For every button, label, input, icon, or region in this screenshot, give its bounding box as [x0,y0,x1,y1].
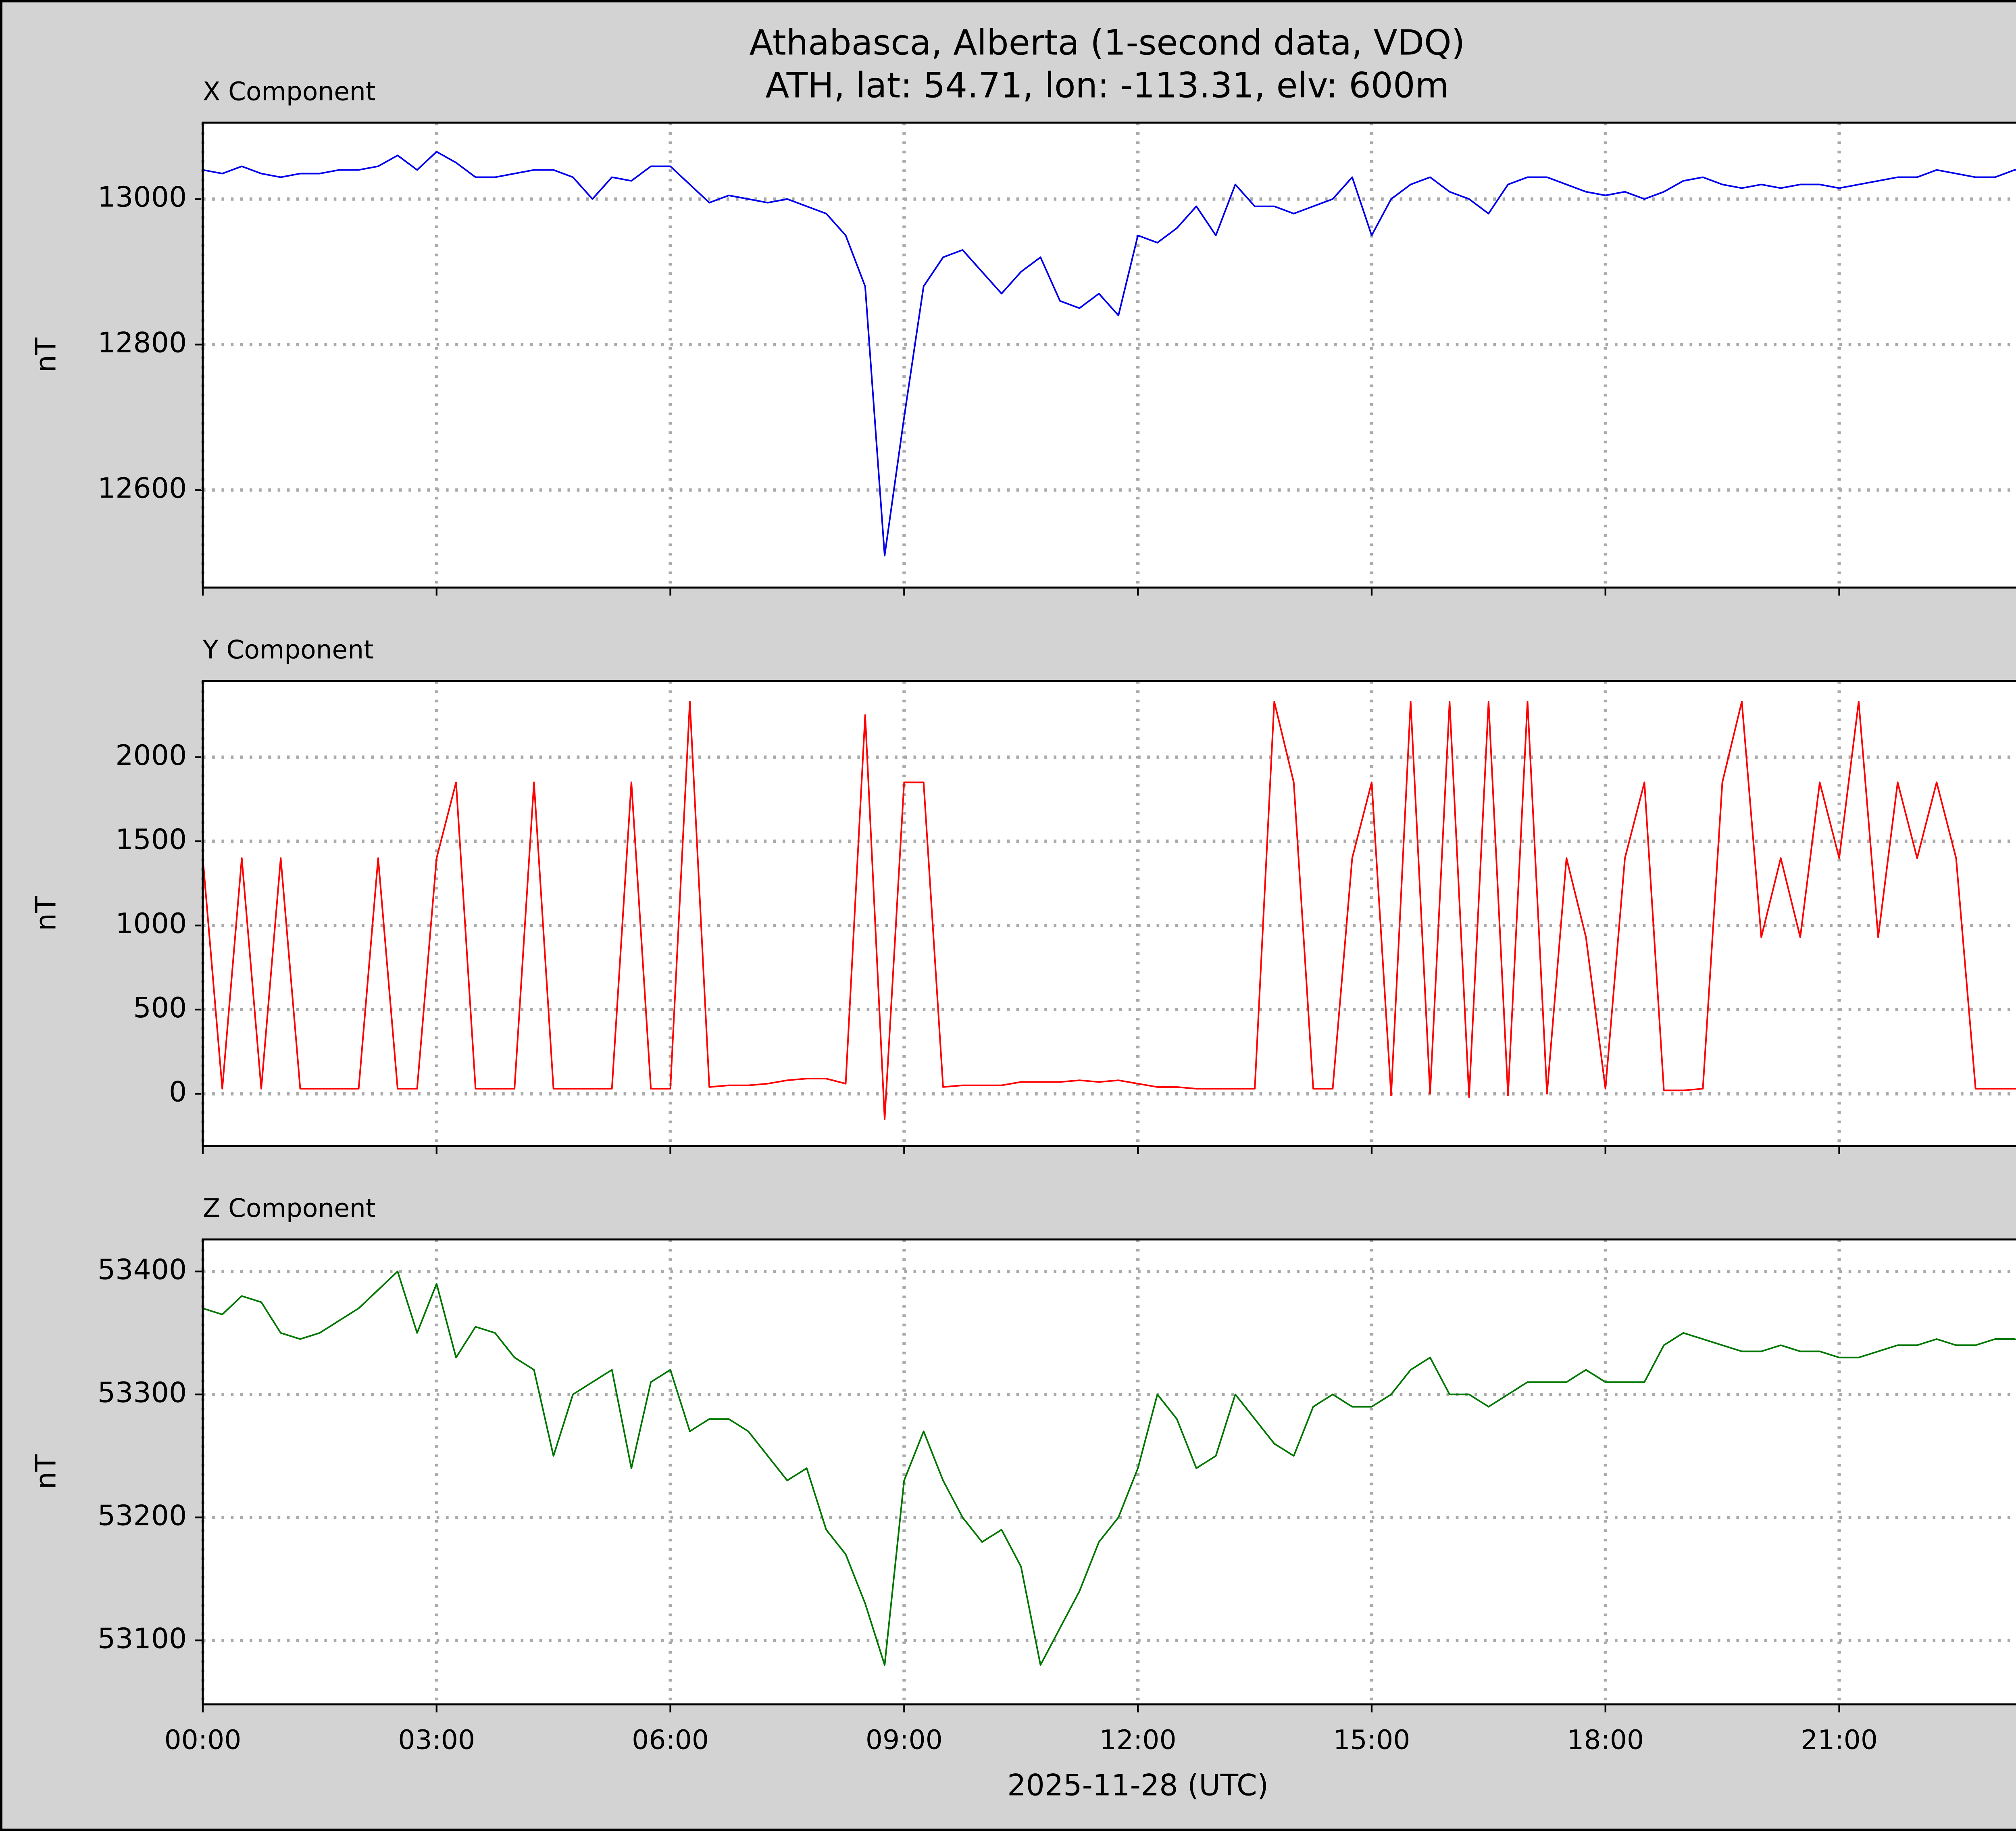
y-axis-label: nT [30,337,62,373]
y-tick-label: 12600 [98,472,187,504]
data-line [202,151,2016,556]
x-tick-label: 00:00 [165,1724,242,1756]
y-tick-label: 53400 [98,1253,187,1286]
y-tick-label: 1000 [115,907,187,940]
x-tick-label: 06:00 [632,1724,709,1756]
panel-title: Y Component [202,635,374,664]
plot-frame [202,121,2016,589]
y-tick-label: 500 [133,992,187,1024]
y-axis-label: nT [30,1454,62,1489]
y-tick-label: 1500 [115,823,187,856]
y-tick-label: 13000 [98,181,187,214]
x-tick-label: 09:00 [866,1724,943,1756]
x-axis-label: 2025-11-28 (UTC) [1007,1768,1268,1802]
x-tick-label: 15:00 [1333,1724,1410,1756]
y-tick-label: 53200 [98,1499,187,1532]
data-line [202,700,2016,1120]
y-tick-label: 2000 [115,739,187,772]
plot-frame [202,1238,2016,1706]
plot-area [202,123,2016,588]
y-tick-label: 53100 [98,1622,187,1655]
x-tick-label: 18:00 [1567,1724,1644,1756]
y-axis-label: nT [30,896,62,931]
chart-subtitle: ATH, lat: 54.71, lon: -113.31, elv: 600m [765,65,1449,106]
plot-frame [202,680,2016,1147]
x-tick-label: 03:00 [398,1724,475,1756]
y-tick-label: 53300 [98,1376,187,1409]
chart-title: Athabasca, Alberta (1-second data, VDQ) [749,23,1465,63]
panel-title: Z Component [203,1194,376,1223]
panel-title: X Component [203,77,376,106]
x-tick-label: 21:00 [1801,1724,1878,1756]
plot-area [202,1239,2016,1704]
y-tick-label: 0 [169,1076,187,1108]
x-tick-label: 12:00 [1100,1724,1177,1756]
y-tick-label: 12800 [98,327,187,359]
data-line [202,1271,2016,1666]
